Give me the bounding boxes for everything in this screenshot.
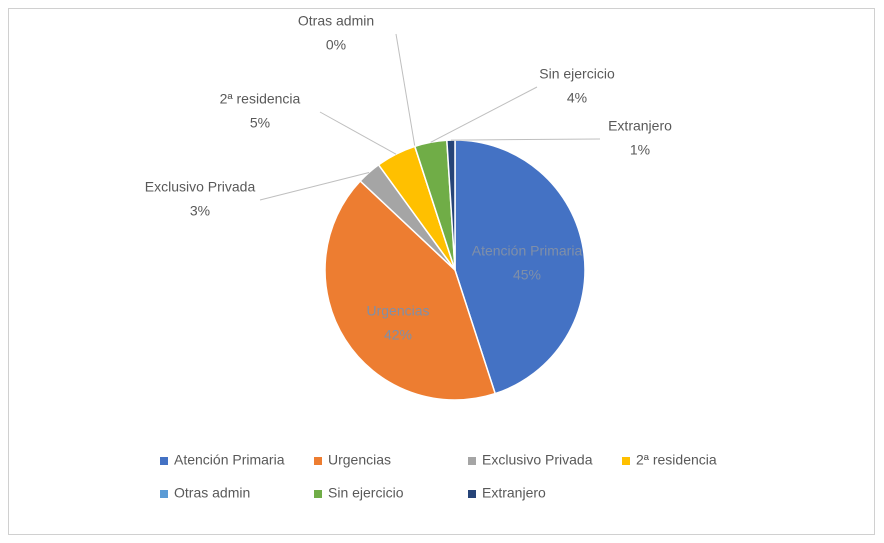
- legend-marker: [468, 457, 476, 465]
- legend-label: Exclusivo Privada: [482, 452, 593, 468]
- slice-label: 2ª residencia: [220, 91, 301, 107]
- slice-value-label: 3%: [190, 203, 210, 219]
- pie-slice: [454, 139, 586, 395]
- leader-line: [430, 86, 538, 143]
- legend-label: 2ª residencia: [636, 452, 717, 468]
- pie-slice: [324, 179, 497, 401]
- legend-label: Otras admin: [174, 485, 250, 501]
- leader-line: [450, 138, 601, 141]
- slice-label: Otras admin: [298, 13, 374, 29]
- slice-label: Exclusivo Privada: [145, 179, 256, 195]
- legend-label: Extranjero: [482, 485, 546, 501]
- slice-value-label: 5%: [250, 115, 270, 131]
- slice-value-label: 45%: [513, 267, 541, 283]
- slice-label: Extranjero: [608, 118, 672, 134]
- slice-value-label: 42%: [384, 327, 412, 343]
- legend-marker: [314, 457, 322, 465]
- slice-label: Atención Primaria: [472, 243, 583, 259]
- legend-label: Urgencias: [328, 452, 391, 468]
- slice-value-label: 0%: [326, 37, 346, 53]
- legend-marker: [622, 457, 630, 465]
- slice-value-label: 4%: [567, 90, 587, 106]
- legend-marker: [314, 490, 322, 498]
- legend-marker: [160, 490, 168, 498]
- slice-label: Sin ejercicio: [539, 66, 615, 82]
- slice-label: Urgencias: [366, 303, 429, 319]
- legend-label: Sin ejercicio: [328, 485, 404, 501]
- legend-label: Atención Primaria: [174, 452, 285, 468]
- leader-line: [319, 111, 397, 155]
- leader-line: [395, 33, 416, 147]
- legend-marker: [160, 457, 168, 465]
- legend-marker: [468, 490, 476, 498]
- leader-line: [259, 172, 370, 201]
- slice-value-label: 1%: [630, 142, 650, 158]
